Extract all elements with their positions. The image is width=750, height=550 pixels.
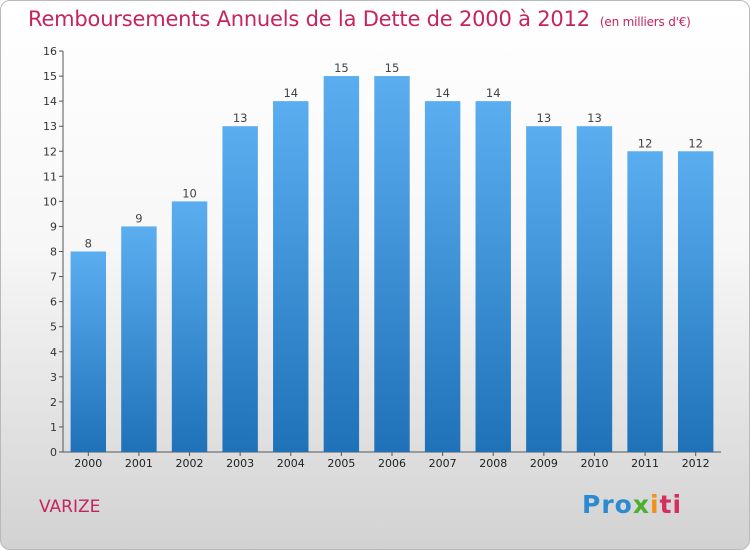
y-tick-label: 13 xyxy=(43,120,57,133)
bar xyxy=(374,76,410,452)
bar xyxy=(627,151,663,452)
bar xyxy=(273,101,309,452)
bar xyxy=(171,201,208,452)
chart-title: Remboursements Annuels de la Dette de 20… xyxy=(28,7,691,31)
bar-value-label: 12 xyxy=(638,136,653,150)
x-tick-label: 2003 xyxy=(226,457,254,470)
x-tick-label: 2011 xyxy=(631,457,659,470)
bar xyxy=(70,251,107,452)
y-tick-label: 5 xyxy=(50,321,57,334)
x-tick-label: 2008 xyxy=(479,457,507,470)
x-tick-label: 2007 xyxy=(429,457,457,470)
y-tick-label: 9 xyxy=(50,220,57,233)
bar-value-label: 13 xyxy=(537,111,552,125)
chart-title-text: Remboursements Annuels de la Dette de 20… xyxy=(28,7,590,31)
labels: 8 2000 9 2001 10 2002 13 2003 14 2004 15 2005 15 2006… xyxy=(74,61,709,470)
bar xyxy=(576,126,613,452)
bar-value-label: 10 xyxy=(182,186,197,200)
y-tick-label: 6 xyxy=(50,296,57,309)
y-tick-label: 12 xyxy=(43,145,57,158)
logo-part-1: Pro xyxy=(582,490,633,519)
bar xyxy=(121,226,157,452)
y-tick-label: 3 xyxy=(50,371,57,384)
bar-value-label: 9 xyxy=(135,211,142,225)
bar-value-label: 15 xyxy=(385,61,400,75)
bar-value-label: 15 xyxy=(334,61,349,75)
bar-value-label: 14 xyxy=(283,86,298,100)
bar-value-label: 14 xyxy=(486,86,501,100)
bar-value-label: 12 xyxy=(688,136,703,150)
chart-subtitle: (en milliers d'€) xyxy=(599,15,691,29)
bar xyxy=(677,151,714,452)
x-tick-label: 2004 xyxy=(277,457,305,470)
y-tick-label: 15 xyxy=(43,70,57,83)
y-tick-label: 7 xyxy=(50,271,57,284)
x-tick-label: 2005 xyxy=(327,457,355,470)
y-tick-label: 8 xyxy=(50,246,57,259)
y-tick-label: 10 xyxy=(43,195,57,208)
logo-part-3: i xyxy=(649,490,660,519)
y-tick-label: 4 xyxy=(50,346,57,359)
bar xyxy=(424,101,461,452)
x-tick-label: 2000 xyxy=(74,457,102,470)
x-tick-label: 2009 xyxy=(530,457,558,470)
logo-part-4: ti xyxy=(659,490,683,519)
bars xyxy=(70,76,714,452)
commune-name: VARIZE xyxy=(39,497,101,517)
y-tick-label: 1 xyxy=(50,421,57,434)
y-tick-label: 2 xyxy=(50,396,57,409)
y-tick-label: 14 xyxy=(43,95,57,108)
bar xyxy=(526,126,562,452)
y-tick-label: 11 xyxy=(43,170,57,183)
x-tick-label: 2002 xyxy=(176,457,204,470)
logo-part-2: x xyxy=(632,490,650,519)
y-tick-label: 0 xyxy=(50,446,57,459)
x-tick-label: 2012 xyxy=(682,457,710,470)
bar-value-label: 13 xyxy=(587,111,602,125)
x-tick-label: 2001 xyxy=(125,457,153,470)
bar-value-label: 14 xyxy=(435,86,450,100)
bar xyxy=(323,76,360,452)
x-tick-label: 2010 xyxy=(580,457,608,470)
bar xyxy=(222,126,258,452)
x-tick-label: 2006 xyxy=(378,457,406,470)
bar-value-label: 8 xyxy=(85,237,92,251)
bar-value-label: 13 xyxy=(233,111,248,125)
proxiti-logo: Proxiti xyxy=(582,490,682,519)
bar xyxy=(475,101,511,452)
y-tick-label: 16 xyxy=(43,45,57,58)
